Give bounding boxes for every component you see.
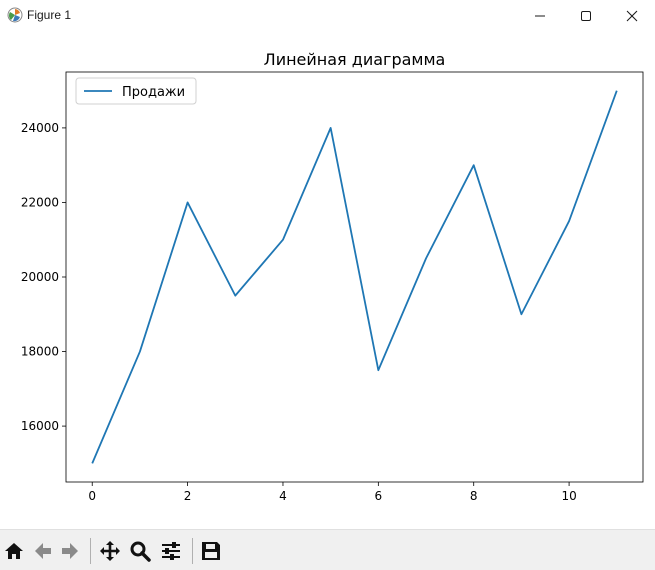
configure-subplots-icon: [160, 540, 182, 562]
line-chart: Линейная диаграмма 0 2 4 6 8 10 16000 18000 20000…: [0, 32, 655, 529]
home-icon: [3, 540, 25, 562]
minimize-button[interactable]: [517, 0, 563, 32]
minimize-icon: [534, 10, 546, 22]
toolbar-separator: [90, 538, 91, 564]
zoom-icon: [129, 540, 151, 562]
y-tick-label: 24000: [21, 121, 59, 135]
maximize-icon: [580, 10, 592, 22]
y-tick-label: 16000: [21, 419, 59, 433]
back-button[interactable]: [31, 539, 55, 563]
x-tick-label: 10: [561, 489, 576, 503]
maximize-button[interactable]: [563, 0, 609, 32]
x-tick-label: 2: [184, 489, 192, 503]
y-tick-label: 18000: [21, 345, 59, 359]
x-tick-label: 8: [470, 489, 478, 503]
toolbar-separator: [192, 538, 193, 564]
window-titlebar: Figure 1: [0, 0, 655, 32]
forward-icon: [59, 540, 81, 562]
save-icon: [200, 540, 222, 562]
x-tick-label: 6: [375, 489, 383, 503]
zoom-button[interactable]: [128, 539, 152, 563]
close-button[interactable]: [609, 0, 655, 32]
x-tick-label: 4: [279, 489, 287, 503]
chart-title: Линейная диаграмма: [264, 50, 446, 69]
window-title: Figure 1: [27, 8, 71, 22]
legend-label: Продажи: [122, 85, 185, 100]
y-tick-label: 20000: [21, 270, 59, 284]
pan-icon: [99, 540, 121, 562]
configure-subplots-button[interactable]: [159, 539, 183, 563]
x-tick-label: 0: [88, 489, 96, 503]
pan-button[interactable]: [98, 539, 122, 563]
navigation-toolbar: [0, 529, 655, 570]
back-icon: [32, 540, 54, 562]
close-icon: [626, 10, 638, 22]
plot-area: [66, 72, 643, 482]
save-button[interactable]: [199, 539, 223, 563]
y-tick-label: 22000: [21, 195, 59, 209]
home-button[interactable]: [2, 539, 26, 563]
forward-button[interactable]: [58, 539, 82, 563]
matplotlib-icon: [7, 7, 23, 23]
figure-canvas[interactable]: Линейная диаграмма 0 2 4 6 8 10 16000 18000 20000…: [0, 32, 655, 529]
